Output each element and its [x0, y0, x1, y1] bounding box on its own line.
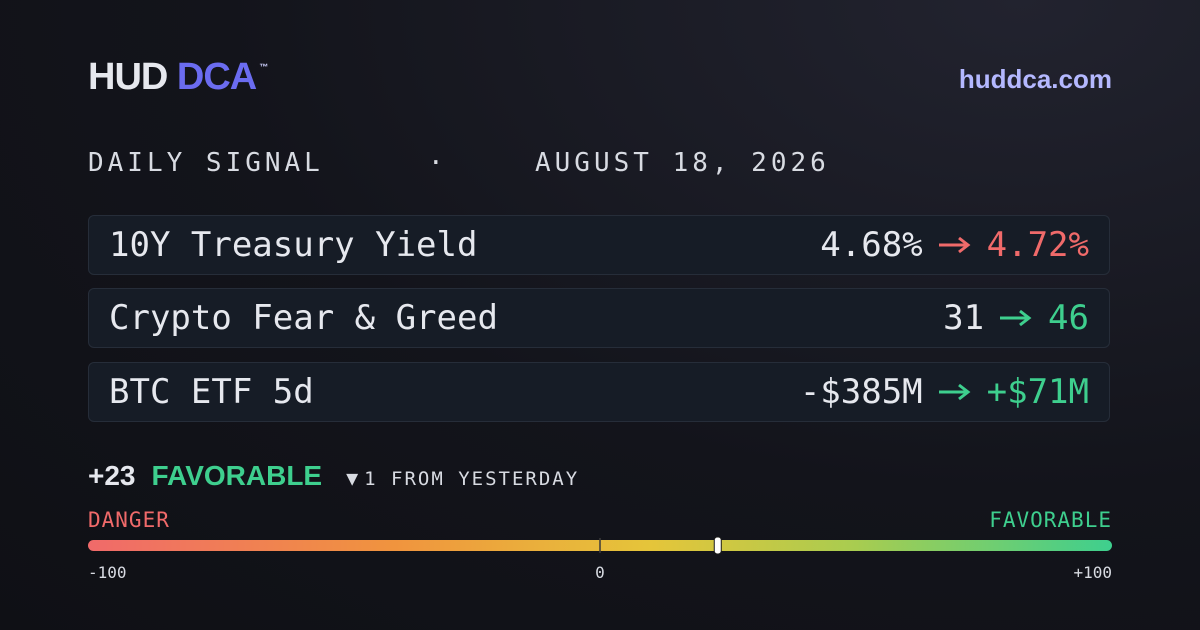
rating: FAVORABLE — [151, 460, 323, 491]
gauge-tick-label: 0 — [595, 563, 605, 582]
metric-from: 4.68% — [820, 225, 923, 265]
metric-from: 31 — [943, 298, 985, 338]
metric-to: 46 — [1048, 298, 1089, 338]
change: ▼ 1 FROM YESTERDAY — [346, 466, 579, 490]
gauge-marker — [713, 536, 722, 555]
metric-to: 4.72% — [986, 225, 1089, 265]
arrow-icon — [938, 383, 971, 401]
gauge-tick-label: -100 — [88, 563, 127, 582]
metric-name: 10Y Treasury Yield — [109, 225, 478, 265]
metric-to: +$71M — [986, 372, 1089, 412]
change-text: 1 FROM YESTERDAY — [364, 468, 580, 490]
gauge: DANGER FAVORABLE -100 0 +100 — [88, 508, 1112, 582]
dateline: DAILY SIGNAL · AUGUST 18, 2026 — [88, 148, 826, 298]
dateline-label: DAILY SIGNAL — [88, 148, 324, 178]
metric-from: -$385M — [799, 372, 923, 412]
metric-row: 10Y Treasury Yield 4.68% 4.72% — [88, 215, 1110, 275]
dateline-date: AUGUST 18, 2026 — [535, 148, 830, 178]
score: +23 — [88, 460, 136, 491]
signal: +23 FAVORABLE ▼ 1 FROM YESTERDAY — [88, 460, 579, 492]
gauge-right-label: FAVORABLE — [989, 508, 1112, 532]
dateline-separator: · — [428, 148, 448, 178]
brand-accent: DCA — [176, 56, 257, 98]
trademark: ™ — [259, 62, 269, 72]
brand: HUD — [88, 56, 168, 98]
metric-row: Crypto Fear & Greed 31 46 — [88, 288, 1110, 348]
url[interactable]: huddca.com — [958, 64, 1112, 94]
logo: HUD DCA ™ — [88, 56, 268, 99]
arrow-icon — [1000, 309, 1032, 327]
gauge-left-label: DANGER — [88, 508, 170, 532]
change-marker: ▼ — [346, 466, 359, 490]
metric-row: BTC ETF 5d -$385M +$71M — [88, 362, 1110, 422]
gauge-tick-label: +100 — [1073, 563, 1112, 582]
arrow-icon — [938, 236, 971, 254]
arrow-path — [938, 236, 971, 254]
metric-name: Crypto Fear & Greed — [109, 298, 498, 338]
metric-values: 4.68% 4.72% — [820, 225, 1089, 265]
metric-values: -$385M +$71M — [800, 372, 1089, 412]
metric-name: BTC ETF 5d — [109, 372, 314, 412]
arrow-path — [1000, 309, 1032, 327]
arrow-path — [938, 383, 971, 401]
metric-values: 31 46 — [943, 298, 1089, 338]
